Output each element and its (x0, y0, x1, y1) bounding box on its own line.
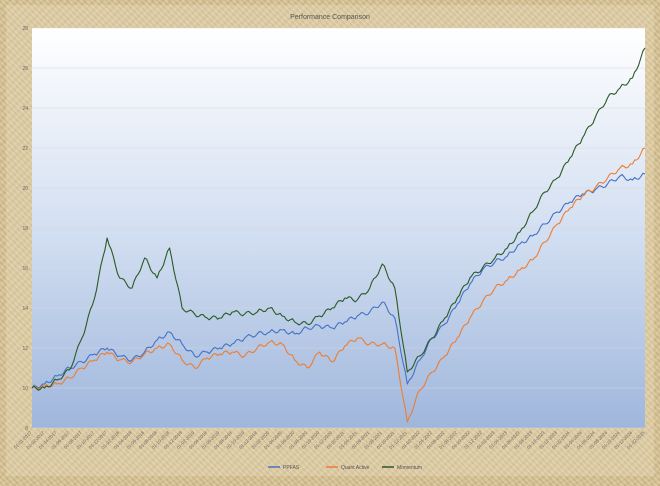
y-tick-label: 20 (22, 186, 28, 192)
y-tick-label: 8 (25, 426, 28, 432)
legend-label: Momentum (397, 465, 422, 471)
y-tick-label: 22 (22, 146, 28, 152)
series-line-quant-active (31, 147, 646, 423)
chart-title: Performance Comparison (290, 14, 370, 21)
y-tick-label: 10 (22, 386, 28, 392)
legend-label: Quant Active (341, 465, 370, 471)
y-tick-label: 26 (22, 66, 28, 72)
y-tick-label: 14 (22, 306, 28, 312)
legend: PPFAS Quant Active Momentum (268, 465, 422, 471)
series-line-momentum (31, 47, 646, 391)
series-line-ppfas (31, 172, 646, 389)
y-tick-label: 16 (22, 266, 28, 272)
y-tick-label: 28 (22, 26, 28, 32)
y-tick-label: 18 (22, 226, 28, 232)
y-tick-label: 12 (22, 346, 28, 352)
legend-label: PPFAS (283, 465, 300, 471)
y-tick-label: 24 (22, 106, 28, 112)
